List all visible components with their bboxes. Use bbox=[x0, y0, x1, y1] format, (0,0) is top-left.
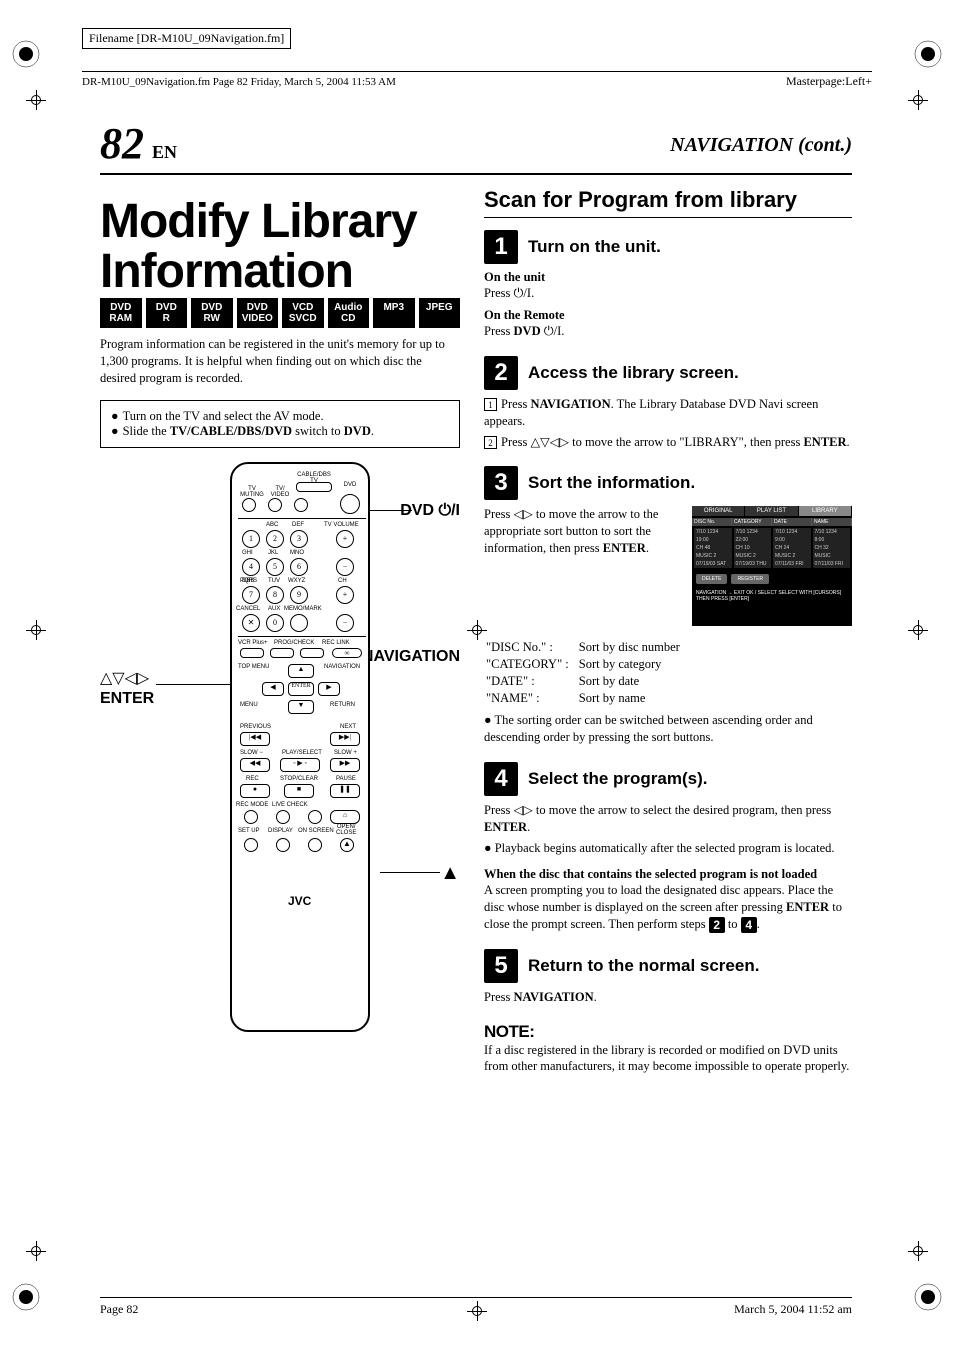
format-badges: DVDRAM DVDR DVDRW DVDVIDEO VCDSVCD Audio… bbox=[100, 298, 460, 328]
screen-footer: NAVIGATION → EXIT OK / SELECT SELECT WIT… bbox=[692, 588, 852, 604]
step-num-2: 2 bbox=[484, 356, 518, 390]
badge-mp3: MP3 bbox=[373, 298, 415, 328]
step-num-5: 5 bbox=[484, 949, 518, 983]
prep-box: ●Turn on the TV and select the AV mode. … bbox=[100, 400, 460, 448]
page-number: 82 bbox=[100, 119, 144, 168]
step4-subhead: When the disc that contains the selected… bbox=[484, 867, 852, 882]
footer-bar: Page 82 March 5, 2004 11:52 am bbox=[100, 1297, 852, 1317]
step3-bullet: ● The sorting order can be switched betw… bbox=[484, 712, 852, 746]
sort-date: DATE bbox=[772, 518, 812, 526]
badge-dvd-ram: DVDRAM bbox=[100, 298, 142, 328]
step1-sub2-text: Press DVD ⏻/I. bbox=[484, 323, 852, 340]
callout-dvd: DVD ⏻/I bbox=[400, 502, 460, 520]
step-title-5: Return to the normal screen. bbox=[528, 956, 759, 976]
content-area: 82 EN NAVIGATION (cont.) Modify Library … bbox=[100, 118, 852, 1075]
step-5: 5 Return to the normal screen. Press NAV… bbox=[484, 949, 852, 1006]
screen-btn-register: REGISTER bbox=[731, 574, 769, 584]
step5-body: Press NAVIGATION. bbox=[484, 989, 852, 1006]
remote-body: TV MUTING TV/ VIDEO CABLE/DBS TV DVD ABC… bbox=[230, 462, 370, 1032]
reg-mark-icon bbox=[914, 40, 942, 68]
note-heading: NOTE: bbox=[484, 1022, 852, 1042]
badge-jpeg: JPEG bbox=[419, 298, 461, 328]
badge-audio-cd: AudioCD bbox=[328, 298, 370, 328]
footer-date: March 5, 2004 11:52 am bbox=[734, 1302, 852, 1317]
sort-name: NAME bbox=[812, 518, 852, 526]
intro-text: Program information can be registered in… bbox=[100, 336, 460, 387]
note-body: If a disc registered in the library is r… bbox=[484, 1042, 852, 1076]
screen-btn-delete: DELETE bbox=[696, 574, 727, 584]
step1-sub2: On the Remote bbox=[484, 308, 852, 323]
screen-tab-playlist: PLAY LIST bbox=[745, 506, 798, 516]
section-header: NAVIGATION (cont.) bbox=[670, 134, 852, 157]
step1-sub1-text: Press ⏻/I. bbox=[484, 285, 852, 302]
footer-page: Page 82 bbox=[100, 1302, 138, 1317]
header-bar: Filename [DR-M10U_09Navigation.fm] Maste… bbox=[82, 28, 872, 88]
reg-mark-icon bbox=[12, 40, 40, 68]
step-4: 4 Select the program(s). Press ◁▷ to mov… bbox=[484, 762, 852, 933]
step-1: 1 Turn on the unit. On the unit Press ⏻/… bbox=[484, 230, 852, 340]
remote-illustration: DVD ⏻/I NAVIGATION △▽◁▷ ENTER ▲ TV MUTIN… bbox=[100, 462, 460, 1052]
sort-discno: DISC No. bbox=[692, 518, 732, 526]
step2-item1: 1Press NAVIGATION. The Library Database … bbox=[484, 396, 852, 430]
callout-arrows: △▽◁▷ bbox=[100, 668, 149, 688]
step2-item2: 2Press △▽◁▷ to move the arrow to "LIBRAR… bbox=[484, 434, 852, 451]
reg-mark-icon bbox=[914, 1283, 942, 1311]
step-3: 3 Sort the information. ORIGINAL PLAY LI… bbox=[484, 466, 852, 746]
screen-tab-original: ORIGINAL bbox=[692, 506, 745, 516]
badge-vcd-svcd: VCDSVCD bbox=[282, 298, 324, 328]
masterpage-label: Masterpage:Left+ bbox=[786, 74, 872, 89]
prep-line1: Turn on the TV and select the AV mode. bbox=[123, 409, 324, 424]
screen-tab-library: LIBRARY bbox=[799, 506, 852, 516]
badge-dvd-rw: DVDRW bbox=[191, 298, 233, 328]
step4-body: Press ◁▷ to move the arrow to select the… bbox=[484, 802, 852, 836]
remote-brand: JVC bbox=[288, 894, 311, 908]
step-title-4: Select the program(s). bbox=[528, 769, 708, 789]
library-screen-mock: ORIGINAL PLAY LIST LIBRARY DISC No. CATE… bbox=[692, 506, 852, 626]
step-title-2: Access the library screen. bbox=[528, 363, 739, 383]
filename-box: Filename [DR-M10U_09Navigation.fm] bbox=[82, 28, 291, 49]
step1-sub1: On the unit bbox=[484, 270, 852, 285]
badge-dvd-r: DVDR bbox=[146, 298, 188, 328]
left-column: Modify Library Information DVDRAM DVDR D… bbox=[100, 187, 460, 1075]
page-info: DR-M10U_09Navigation.fm Page 82 Friday, … bbox=[82, 76, 872, 88]
sort-category: CATEGORY bbox=[732, 518, 772, 526]
step-title-3: Sort the information. bbox=[528, 473, 695, 493]
step-title-1: Turn on the unit. bbox=[528, 237, 661, 257]
step-num-3: 3 bbox=[484, 466, 518, 500]
reg-mark-icon bbox=[12, 1283, 40, 1311]
main-title: Modify Library Information bbox=[100, 197, 460, 298]
sort-table: "DISC No." :Sort by disc number "CATEGOR… bbox=[484, 638, 690, 708]
prep-line2: Slide the TV/CABLE/DBS/DVD switch to DVD… bbox=[123, 424, 374, 439]
step4-bullet: ● Playback begins automatically after th… bbox=[484, 840, 852, 857]
step-num-1: 1 bbox=[484, 230, 518, 264]
badge-dvd-video: DVDVIDEO bbox=[237, 298, 279, 328]
callout-navigation: NAVIGATION bbox=[362, 648, 460, 666]
page-lang: EN bbox=[152, 142, 177, 162]
divider bbox=[100, 173, 852, 175]
step-num-4: 4 bbox=[484, 762, 518, 796]
right-column: Scan for Program from library 1 Turn on … bbox=[484, 187, 852, 1075]
scan-title: Scan for Program from library bbox=[484, 187, 852, 213]
step4-subbody: A screen prompting you to load the desig… bbox=[484, 882, 852, 933]
callout-eject: ▲ bbox=[440, 862, 460, 885]
step-2: 2 Access the library screen. 1Press NAVI… bbox=[484, 356, 852, 451]
callout-enter: ENTER bbox=[100, 690, 154, 708]
